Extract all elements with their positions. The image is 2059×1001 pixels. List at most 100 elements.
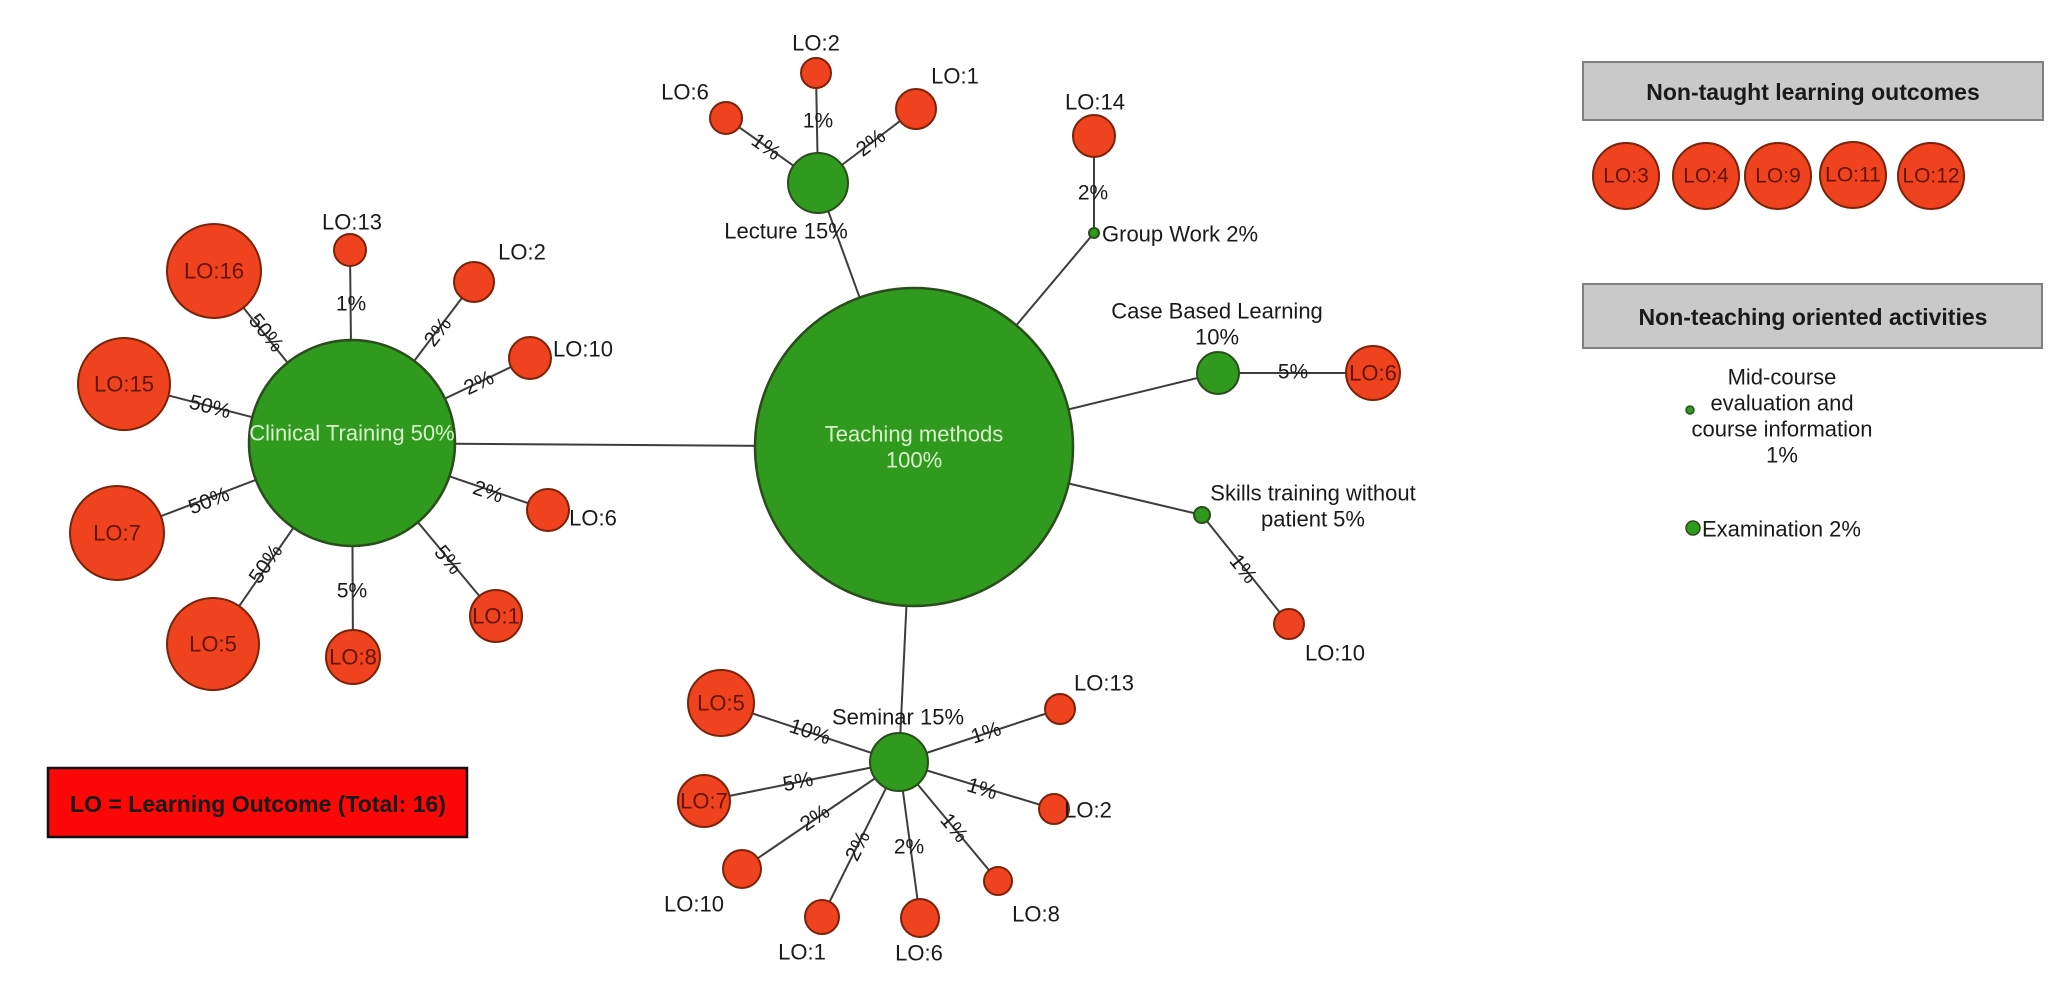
activity-label-0: course information xyxy=(1692,417,1873,442)
node-label-cbl: 10% xyxy=(1195,325,1239,350)
node-label-teaching: 100% xyxy=(886,448,942,473)
edge-label-clinical-c-lo15: 50% xyxy=(187,391,233,424)
node-groupwork xyxy=(1088,227,1100,239)
edge-label-seminar-se-lo8: 1% xyxy=(935,809,972,847)
edge-skills-s-lo10 xyxy=(1201,514,1290,625)
node-label-c-lo2: LO:2 xyxy=(498,240,546,265)
node-c-lo10 xyxy=(508,336,552,380)
legend-outcome-LO-4 xyxy=(1672,142,1740,210)
node-label-c-lo13: LO:13 xyxy=(322,210,382,235)
edge-label-groupwork-g-lo14: 2% xyxy=(1078,182,1108,205)
node-seminar xyxy=(869,732,929,792)
node-label-c-lo7: LO:7 xyxy=(93,521,141,546)
edge-label-clinical-c-lo10: 2% xyxy=(460,366,497,400)
legend-outcome-label: LO:4 xyxy=(1683,165,1729,188)
node-label-se-lo1: LO:1 xyxy=(778,940,826,965)
node-clinical xyxy=(247,338,457,548)
legend-outcome-label: LO:3 xyxy=(1603,165,1649,188)
legend-outcome-LO-3 xyxy=(1592,142,1660,210)
legend-non-teaching-title: Non-teaching oriented activities xyxy=(1639,304,1988,330)
node-l-lo6 xyxy=(709,101,743,135)
node-l-lo1 xyxy=(895,88,937,130)
edge-label-seminar-se-lo6: 2% xyxy=(894,836,924,859)
node-c-lo2 xyxy=(453,261,495,303)
node-se-lo2 xyxy=(1038,793,1070,825)
node-label-clinical: Clinical Training 50% xyxy=(249,421,454,446)
node-label-se-lo10: LO:10 xyxy=(664,892,724,917)
legend-outcome-LO-9 xyxy=(1744,142,1812,210)
node-label-groupwork: Group Work 2% xyxy=(1102,222,1258,247)
node-label-c-lo1: LO:1 xyxy=(472,604,520,629)
node-label-c-lo8: LO:8 xyxy=(329,645,377,670)
node-c-lo6 xyxy=(526,488,570,532)
node-label-c-lo15: LO:15 xyxy=(94,372,154,397)
node-cb-lo6 xyxy=(1345,345,1401,401)
edge-seminar-se-lo10 xyxy=(741,761,900,870)
legend-outcome-label: LO:12 xyxy=(1902,165,1959,188)
edge-label-seminar-se-lo1: 2% xyxy=(841,827,875,864)
edge-label-seminar-se-lo10: 2% xyxy=(796,800,834,836)
node-label-se-lo8: LO:8 xyxy=(1012,902,1060,927)
edge-label-seminar-se-lo13: 1% xyxy=(968,717,1004,748)
nodes-layer xyxy=(69,57,1401,938)
edge-label-seminar-se-lo7: 5% xyxy=(781,768,815,797)
node-c-lo13 xyxy=(333,233,367,267)
node-se-lo13 xyxy=(1044,693,1076,725)
node-label-s-lo10: LO:10 xyxy=(1305,641,1365,666)
node-se-lo1 xyxy=(804,899,840,935)
edge-seminar-se-lo7 xyxy=(703,761,900,802)
activity-dot-1 xyxy=(1685,520,1701,536)
node-label-seminar: Seminar 15% xyxy=(832,705,964,730)
legend-outcome-LO-11 xyxy=(1819,141,1887,209)
node-c-lo15 xyxy=(77,337,171,431)
node-label-teaching: Teaching methods xyxy=(825,422,1004,447)
node-label-c-lo6: LO:6 xyxy=(569,506,617,531)
node-label-se-lo5: LO:5 xyxy=(697,691,745,716)
node-c-lo8 xyxy=(325,629,381,685)
edge-label-clinical-c-lo8: 5% xyxy=(337,580,367,603)
node-lecture xyxy=(787,152,849,214)
node-label-l-lo6: LO:6 xyxy=(661,80,709,105)
node-label-se-lo2: LO:2 xyxy=(1064,798,1112,823)
activity-label-0: Mid-course xyxy=(1728,365,1837,390)
legend-non-taught-box xyxy=(1582,61,2044,121)
edge-label-lecture-l-lo6: 1% xyxy=(747,129,785,165)
node-label-c-lo10: LO:10 xyxy=(553,337,613,362)
node-skills xyxy=(1193,506,1211,524)
node-s-lo10 xyxy=(1273,608,1305,640)
node-label-skills: patient 5% xyxy=(1261,507,1365,532)
node-c-lo7 xyxy=(69,485,165,581)
node-label-se-lo6: LO:6 xyxy=(895,941,943,966)
edge-label-clinical-c-lo7: 50% xyxy=(185,483,232,520)
activity-label-0: evaluation and xyxy=(1710,391,1853,416)
edge-label-cbl-cb-lo6: 5% xyxy=(1278,361,1308,384)
edge-label-lecture-l-lo2: 1% xyxy=(803,110,833,133)
node-se-lo7 xyxy=(677,774,731,828)
node-label-c-lo5: LO:5 xyxy=(189,632,237,657)
node-c-lo5 xyxy=(166,597,260,691)
note-layer: LO = Learning Outcome (Total: 16) xyxy=(46,766,469,839)
node-teaching xyxy=(753,286,1075,608)
node-label-se-lo7: LO:7 xyxy=(680,789,728,814)
node-label-se-lo13: LO:13 xyxy=(1074,671,1134,696)
legend-non-teaching-box xyxy=(1582,283,2043,349)
node-c-lo1 xyxy=(469,589,523,643)
node-se-lo10 xyxy=(722,849,762,889)
edge-label-seminar-se-lo5: 10% xyxy=(786,714,833,749)
node-label-g-lo14: LO:14 xyxy=(1065,90,1125,115)
node-c-lo16 xyxy=(166,223,262,319)
node-se-lo6 xyxy=(900,898,940,938)
node-g-lo14 xyxy=(1072,114,1116,158)
legend-layer: Non-taught learning outcomes LO:3 LO:4 LO:9… xyxy=(1582,61,2044,542)
lo-note-text: LO = Learning Outcome (Total: 16) xyxy=(70,791,446,817)
legend-outcome-label: LO:9 xyxy=(1755,165,1801,188)
activity-label-0: 1% xyxy=(1766,443,1798,468)
node-label-l-lo2: LO:2 xyxy=(792,31,840,56)
activity-dot-0 xyxy=(1685,405,1695,415)
node-label-cbl: Case Based Learning xyxy=(1111,299,1323,324)
node-label-skills: Skills training without xyxy=(1210,481,1415,506)
edge-label-seminar-se-lo2: 1% xyxy=(964,774,1000,805)
